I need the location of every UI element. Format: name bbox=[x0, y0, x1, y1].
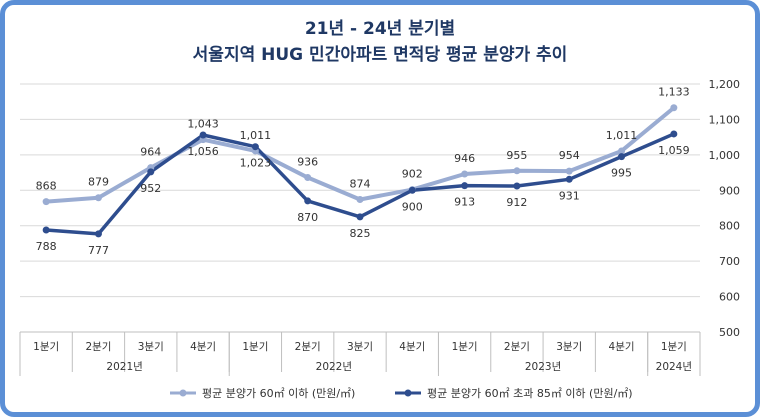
y-tick-label: 800 bbox=[719, 220, 740, 233]
data-point bbox=[618, 147, 626, 155]
data-point bbox=[565, 167, 573, 175]
data-label: 1,056 bbox=[187, 145, 219, 158]
data-label: 902 bbox=[402, 168, 423, 181]
data-point bbox=[408, 186, 416, 194]
data-label: 868 bbox=[36, 180, 57, 193]
data-point bbox=[94, 194, 102, 202]
y-tick-label: 900 bbox=[719, 184, 740, 197]
data-point bbox=[147, 168, 155, 176]
data-label: 870 bbox=[297, 211, 318, 224]
data-point bbox=[461, 170, 469, 178]
data-point bbox=[670, 130, 678, 138]
data-label: 964 bbox=[140, 146, 161, 159]
data-point bbox=[513, 182, 521, 190]
legend-label: 평균 분양가 60㎡ 초과 85㎡ 이하 (만원/㎡) bbox=[427, 386, 633, 400]
y-tick-label: 1,200 bbox=[709, 78, 741, 91]
data-label: 946 bbox=[454, 152, 475, 165]
data-label: 913 bbox=[454, 196, 475, 209]
data-label: 1,043 bbox=[187, 118, 219, 131]
y-tick-label: 700 bbox=[719, 255, 740, 268]
category-label: 1분기 bbox=[452, 341, 478, 353]
data-point bbox=[356, 195, 364, 203]
chart-subtitle: 서울지역 HUG 민간아파트 면적당 평균 분양가 추이 bbox=[192, 45, 568, 65]
data-point bbox=[618, 153, 626, 161]
data-point bbox=[304, 174, 312, 182]
category-label: 2분기 bbox=[85, 341, 111, 353]
legend-marker bbox=[179, 389, 187, 397]
category-label: 2분기 bbox=[504, 341, 530, 353]
data-label: 1,011 bbox=[606, 129, 638, 142]
data-point bbox=[42, 226, 50, 234]
y-tick-label: 1,000 bbox=[709, 149, 741, 162]
y-tick-label: 1,100 bbox=[709, 113, 741, 126]
data-label: 1,133 bbox=[658, 86, 690, 99]
data-label: 1,023 bbox=[240, 157, 272, 170]
data-point bbox=[461, 182, 469, 190]
data-label: 1,011 bbox=[240, 129, 272, 142]
data-label: 1,059 bbox=[658, 144, 690, 157]
y-tick-label: 500 bbox=[719, 326, 740, 339]
data-point bbox=[199, 131, 207, 139]
year-label: 2024년 bbox=[656, 361, 692, 373]
data-label: 912 bbox=[506, 196, 527, 209]
data-point bbox=[356, 213, 364, 221]
category-label: 3분기 bbox=[556, 341, 582, 353]
category-label: 1분기 bbox=[33, 341, 59, 353]
category-label: 1분기 bbox=[242, 341, 268, 353]
data-point bbox=[513, 167, 521, 175]
category-label: 3분기 bbox=[347, 341, 373, 353]
category-label: 2분기 bbox=[295, 341, 321, 353]
category-label: 3분기 bbox=[138, 341, 164, 353]
data-point bbox=[670, 104, 678, 112]
legend-marker bbox=[404, 389, 412, 397]
data-label: 825 bbox=[350, 227, 371, 240]
chart-title: 21년 - 24년 분기별 bbox=[304, 19, 456, 39]
year-label: 2021년 bbox=[106, 361, 142, 373]
data-label: 954 bbox=[559, 149, 580, 162]
data-point bbox=[565, 175, 573, 183]
year-label: 2022년 bbox=[316, 361, 352, 373]
data-label: 955 bbox=[506, 149, 527, 162]
data-point bbox=[304, 197, 312, 205]
data-label: 874 bbox=[350, 177, 371, 190]
category-label: 4분기 bbox=[399, 341, 425, 353]
data-label: 900 bbox=[402, 200, 423, 213]
data-point bbox=[94, 230, 102, 238]
y-tick-label: 600 bbox=[719, 291, 740, 304]
category-label: 4분기 bbox=[190, 341, 216, 353]
data-label: 879 bbox=[88, 176, 109, 189]
category-label: 1분기 bbox=[661, 341, 687, 353]
data-label: 952 bbox=[140, 182, 161, 195]
data-label: 936 bbox=[297, 156, 318, 169]
data-label: 777 bbox=[88, 244, 109, 257]
data-label: 931 bbox=[559, 189, 580, 202]
year-label: 2023년 bbox=[525, 361, 561, 373]
data-point bbox=[42, 198, 50, 206]
legend-label: 평균 분양가 60㎡ 이하 (만원/㎡) bbox=[202, 386, 355, 400]
data-point bbox=[251, 143, 259, 151]
data-label: 788 bbox=[36, 240, 57, 253]
data-label: 995 bbox=[611, 167, 632, 180]
category-label: 4분기 bbox=[609, 341, 635, 353]
